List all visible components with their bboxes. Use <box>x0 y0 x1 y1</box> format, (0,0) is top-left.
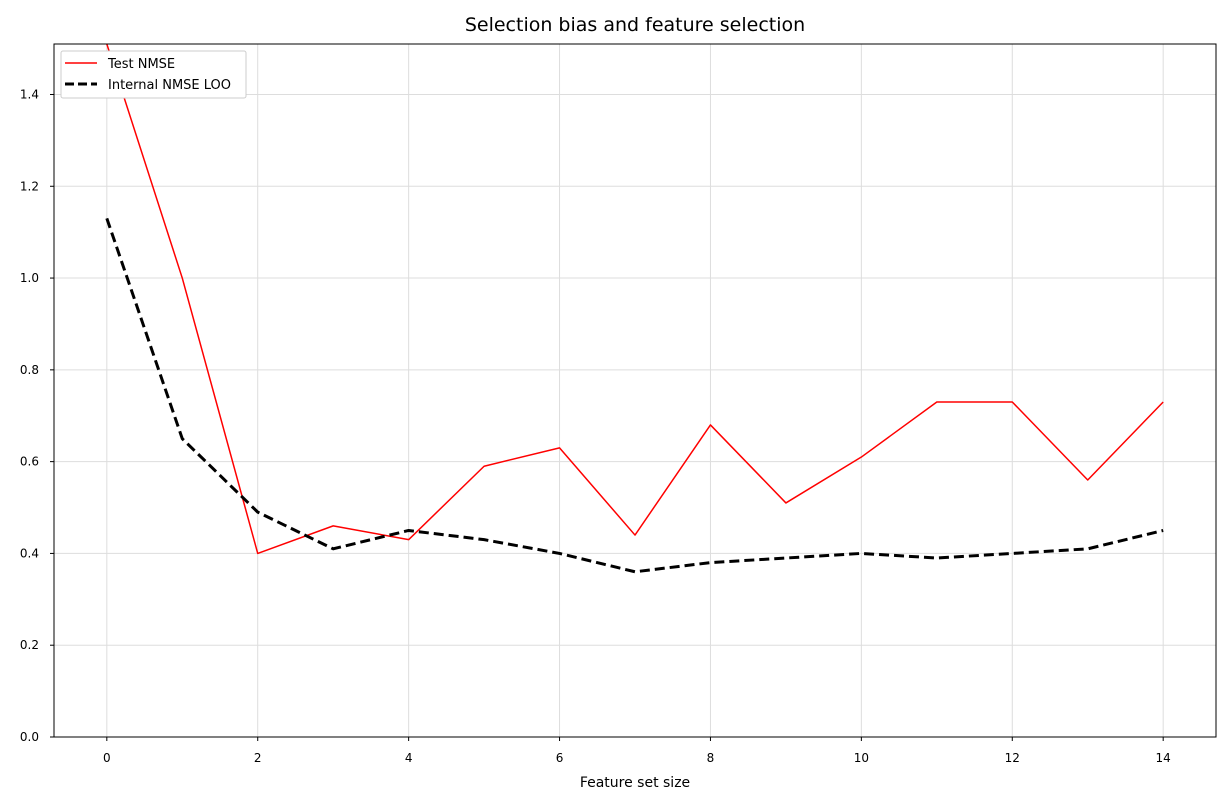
series-line-test-nmse <box>106 44 1164 555</box>
ticks: 0 2 4 6 8 10 12 14 0.0 0.2 0.4 0.6 0.8 1.0 1.2 1.4 <box>20 87 1171 765</box>
x-tick-label: 8 <box>707 751 715 765</box>
plot-frame <box>53 43 1217 738</box>
x-tick-label: 6 <box>556 751 564 765</box>
legend-box <box>60 50 247 99</box>
y-tick-label: 1.2 <box>20 179 39 193</box>
x-tick-label: 14 <box>1156 751 1171 765</box>
legend-label-internal-nmse-loo: Internal NMSE LOO <box>108 78 231 93</box>
x-tick-label: 10 <box>854 751 869 765</box>
y-tick-label: 1.4 <box>20 87 39 101</box>
legend: Test NMSE Internal NMSE LOO <box>60 50 247 99</box>
y-tick-label: 0.6 <box>20 455 39 469</box>
y-tick-label: 0.2 <box>20 638 39 652</box>
chart-title: Selection bias and feature selection <box>465 14 805 36</box>
x-axis-label: Feature set size <box>580 775 690 791</box>
legend-label-test-nmse: Test NMSE <box>107 57 175 72</box>
grid <box>54 44 1216 738</box>
x-tick-label: 2 <box>254 751 262 765</box>
y-tick-label: 0.4 <box>20 546 39 560</box>
y-tick-label: 1.0 <box>20 271 39 285</box>
x-tick-label: 12 <box>1005 751 1020 765</box>
series-line-internal-nmse-loo <box>105 217 1164 574</box>
y-tick-label: 0.8 <box>20 363 39 377</box>
series-layer <box>105 44 1164 574</box>
x-tick-label: 4 <box>405 751 413 765</box>
x-tick-label: 0 <box>103 751 111 765</box>
y-tick-label: 0.0 <box>20 730 39 744</box>
